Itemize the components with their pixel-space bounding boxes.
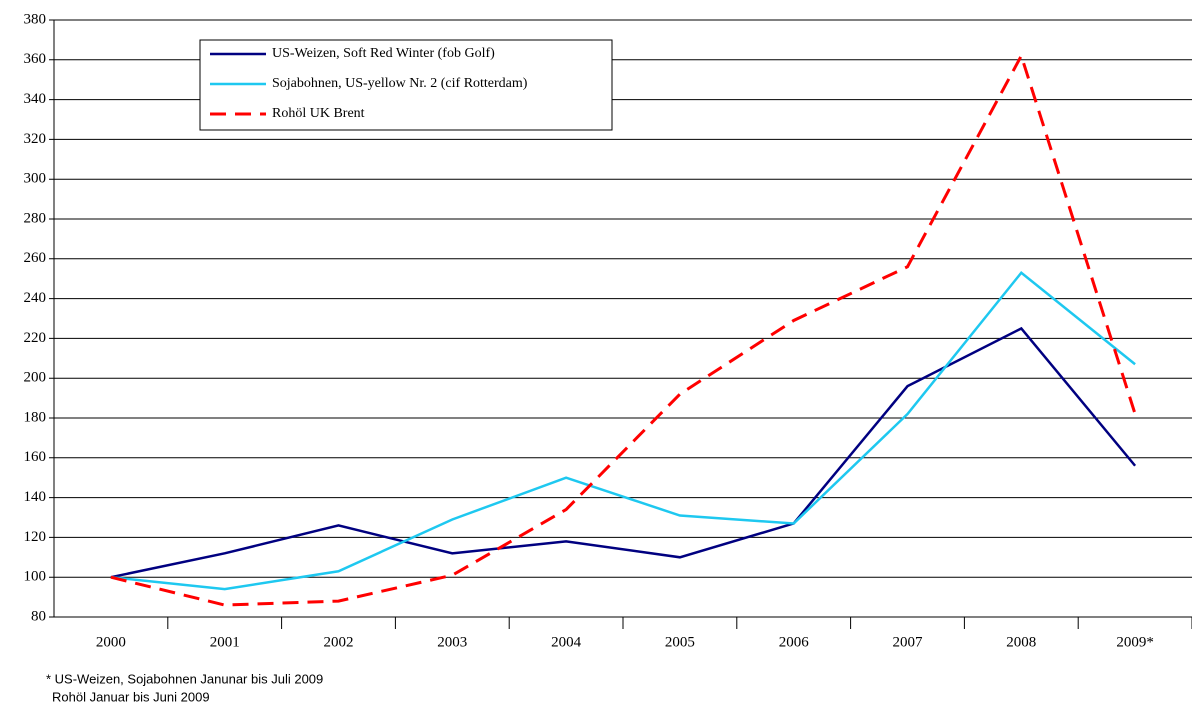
x-tick-label: 2008: [1006, 634, 1036, 650]
y-tick-label: 100: [24, 569, 47, 585]
x-tick-label: 2005: [665, 634, 695, 650]
legend-label: Rohöl UK Brent: [272, 106, 365, 121]
y-tick-label: 80: [31, 608, 46, 624]
legend-box: [199, 39, 613, 131]
legend-label: US-Weizen, Soft Red Winter (fob Golf): [272, 46, 495, 61]
x-tick-label: 2006: [779, 634, 810, 650]
y-tick-label: 280: [24, 210, 47, 226]
y-tick-label: 160: [24, 449, 47, 465]
x-tick-label: 2007: [893, 634, 924, 650]
y-tick-label: 120: [24, 529, 47, 545]
x-tick-label: 2000: [96, 634, 126, 650]
y-tick-label: 260: [24, 250, 47, 266]
x-tick-label: 2001: [210, 634, 240, 650]
series-line: [110, 51, 1137, 607]
series-line: [110, 326, 1137, 579]
y-tick-label: 200: [24, 370, 47, 386]
legend-label: Sojabohnen, US-yellow Nr. 2 (cif Rotterd…: [272, 76, 528, 91]
y-tick-label: 220: [24, 330, 47, 346]
x-tick-label: 2009*: [1116, 634, 1154, 650]
x-tick-label: 2003: [437, 634, 467, 650]
y-tick-label: 340: [24, 91, 47, 107]
y-tick-label: 300: [24, 171, 47, 187]
series-line: [110, 270, 1136, 591]
x-tick-label: 2002: [324, 634, 354, 650]
footnote: Rohöl Januar bis Juni 2009: [52, 689, 210, 704]
y-tick-label: 180: [24, 409, 47, 425]
y-tick-label: 320: [24, 131, 47, 147]
y-tick-label: 240: [24, 290, 47, 306]
y-tick-label: 140: [24, 489, 47, 505]
y-tick-label: 360: [24, 51, 47, 67]
y-tick-label: 380: [24, 11, 47, 27]
x-tick-label: 2004: [551, 634, 582, 650]
footnote: * US-Weizen, Sojabohnen Janunar bis Juli…: [46, 671, 323, 686]
